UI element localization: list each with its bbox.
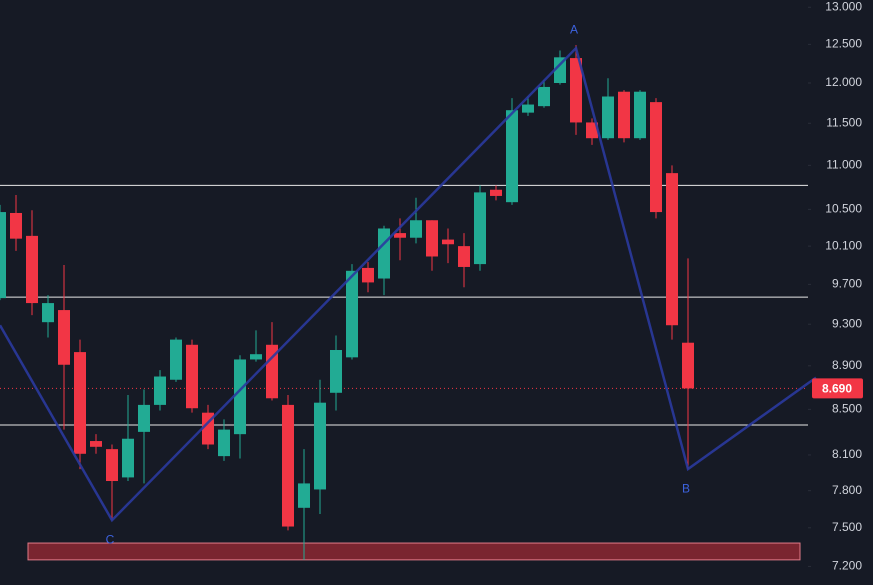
candle-body <box>666 173 678 326</box>
candle-body <box>58 310 70 365</box>
candle-body <box>138 404 150 432</box>
y-tick-label: 12.000 <box>825 75 862 89</box>
candle-body <box>682 342 694 389</box>
zone <box>27 542 801 561</box>
candle-body <box>618 91 630 139</box>
candle-body <box>218 429 230 457</box>
candle-body <box>538 86 550 107</box>
candle-body <box>586 122 598 139</box>
y-tick-label: 10.100 <box>825 238 862 252</box>
candle-body <box>442 239 454 245</box>
y-tick-label: 12.500 <box>825 37 862 51</box>
candle-body <box>522 104 534 113</box>
candle-body <box>186 344 198 409</box>
y-tick-label: 7.800 <box>832 483 862 497</box>
candle-body <box>266 344 278 399</box>
candle-body <box>314 402 326 490</box>
candle-body <box>394 233 406 238</box>
y-tick-label: 8.900 <box>832 358 862 372</box>
candle-body <box>458 246 470 267</box>
candle-body <box>90 441 102 447</box>
candle-body <box>154 376 166 405</box>
candle-body <box>234 359 246 435</box>
y-tick-label: 11.500 <box>826 115 862 129</box>
y-tick-label: 7.200 <box>832 559 862 573</box>
candle-body <box>570 58 582 123</box>
candle-body <box>298 483 310 508</box>
candle-body <box>490 189 502 196</box>
candle-body <box>106 449 118 482</box>
candle-body <box>554 57 566 83</box>
candle-body <box>650 102 662 213</box>
pattern-label: B <box>682 481 690 495</box>
candle-body <box>474 192 486 265</box>
y-tick-label: 8.500 <box>832 402 862 416</box>
candle-body <box>282 404 294 527</box>
candle-body <box>362 267 374 283</box>
candle-body <box>634 91 646 139</box>
y-tick-label: 11.000 <box>826 158 862 172</box>
candle-body <box>0 212 6 299</box>
candle-body <box>74 352 86 454</box>
candle-body <box>602 96 614 139</box>
y-tick-label: 9.300 <box>832 316 862 330</box>
y-tick-label: 8.100 <box>832 447 862 461</box>
pattern-label: C <box>106 532 115 546</box>
candle-body <box>426 220 438 257</box>
candle-body <box>378 228 390 279</box>
candle-body <box>170 339 182 380</box>
y-tick-label: 13.000 <box>825 0 862 13</box>
last-price-label: 8.690 <box>822 382 852 396</box>
y-tick-label: 10.500 <box>825 202 862 216</box>
candle-body <box>410 220 422 238</box>
y-tick-label: 7.500 <box>832 520 862 534</box>
candle-body <box>506 110 518 203</box>
pattern-label: A <box>570 22 578 36</box>
candle-body <box>10 212 22 239</box>
pattern-line <box>0 45 817 523</box>
candle-body <box>346 270 358 358</box>
candle-body <box>250 354 262 360</box>
candle-body <box>330 350 342 393</box>
last-price-badge <box>812 378 863 399</box>
candle-body <box>26 235 38 304</box>
y-tick-label: 9.700 <box>832 277 862 291</box>
candle-body <box>42 303 54 323</box>
candle-body <box>122 438 134 478</box>
